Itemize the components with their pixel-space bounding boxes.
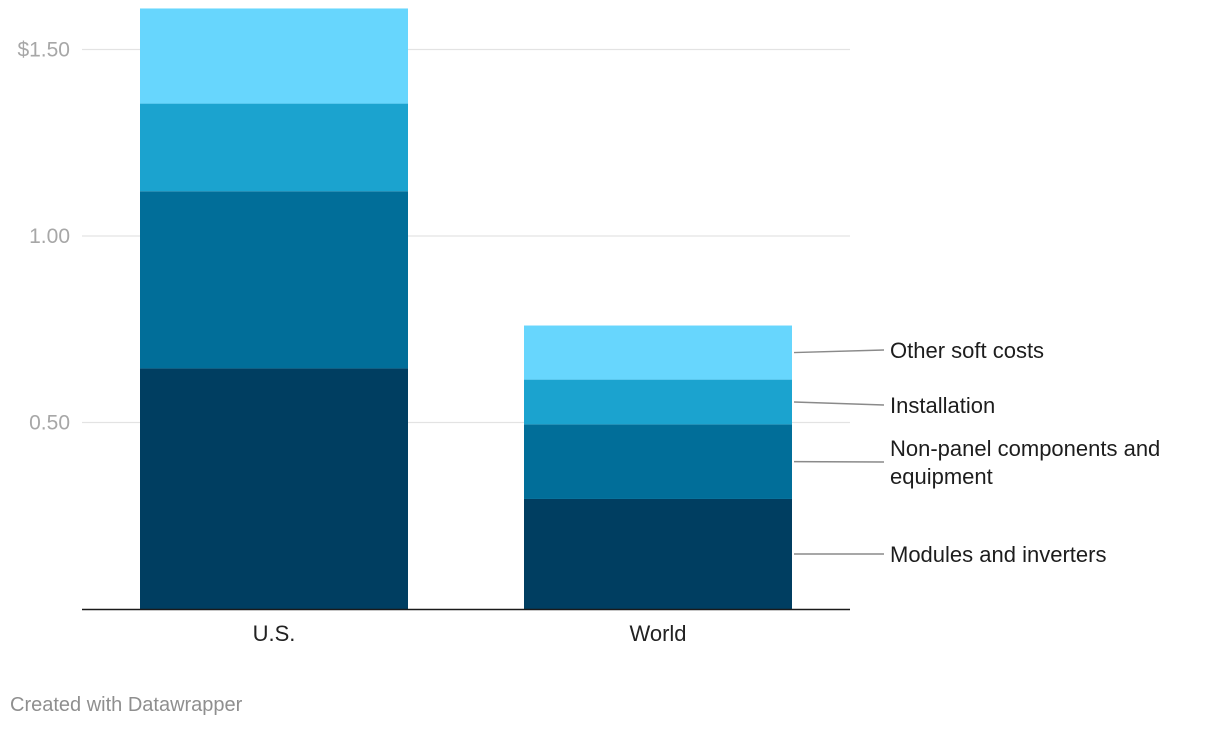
bar-segment-modules-and-inverters-1 xyxy=(524,498,792,609)
legend-label-line: Non-panel components and xyxy=(890,436,1160,461)
y-tick-label: 0.50 xyxy=(29,412,70,435)
bar-segment-non-panel-components-and-equipment-1 xyxy=(524,424,792,499)
bar-segment-installation-1 xyxy=(524,379,792,425)
legend-label-installation: Installation xyxy=(890,393,995,418)
x-category-label: World xyxy=(629,621,686,646)
legend-connector xyxy=(793,349,885,354)
bar-segment-other-soft-costs-0 xyxy=(140,8,408,104)
bar-segment-installation-0 xyxy=(140,103,408,192)
y-tick-label: 1.00 xyxy=(29,225,70,248)
axes: 0.50 1.00 $1.50 U.S. World xyxy=(17,39,850,646)
bars xyxy=(140,8,792,609)
legend-connector xyxy=(793,401,885,406)
legend-label-other-soft-costs: Other soft costs xyxy=(890,338,1044,363)
bar-segment-modules-and-inverters-0 xyxy=(140,368,408,609)
datawrapper-credit: Created with Datawrapper xyxy=(10,694,243,716)
legend-label-line: equipment xyxy=(890,464,993,489)
legend-label-non-panel-components-and-equipment: Non-panel components and equipment xyxy=(890,436,1160,489)
legend-label-line: Other soft costs xyxy=(890,338,1044,363)
legend: Modules and inverters Non-panel component… xyxy=(793,338,1160,567)
legend-label-line: Modules and inverters xyxy=(890,542,1106,567)
y-tick-label: $1.50 xyxy=(17,39,70,62)
legend-label-line: Installation xyxy=(890,393,995,418)
bar-segment-non-panel-components-and-equipment-0 xyxy=(140,191,408,369)
x-category-label: U.S. xyxy=(253,621,296,646)
bar-segment-other-soft-costs-1 xyxy=(524,325,792,380)
legend-label-modules-and-inverters: Modules and inverters xyxy=(890,542,1106,567)
